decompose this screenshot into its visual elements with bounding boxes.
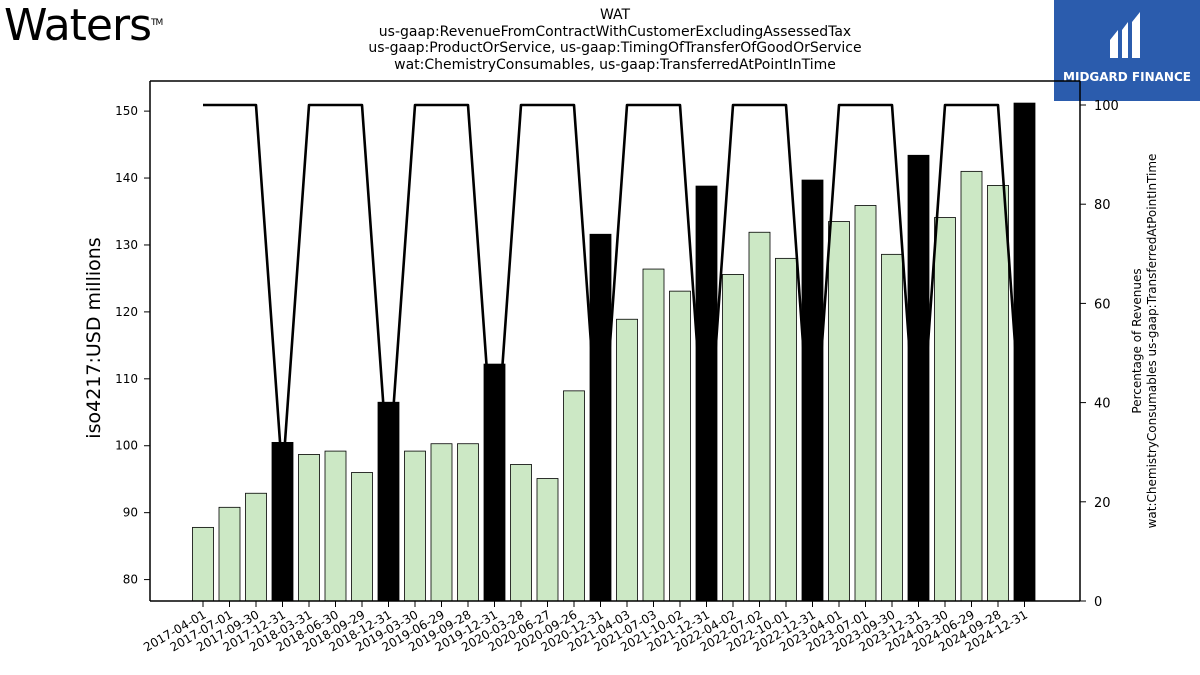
y2-axis-label: wat:ChemistryConsumables us-gaap:Transfe… xyxy=(1145,154,1159,529)
title-line: wat:ChemistryConsumables, us-gaap:Transf… xyxy=(394,56,836,73)
bar xyxy=(881,253,903,602)
bar xyxy=(828,221,850,602)
percentage-line xyxy=(203,103,1026,479)
bar xyxy=(404,450,426,602)
bar xyxy=(669,290,691,602)
y-tick-label: 130 xyxy=(115,238,138,252)
y2-tick-label: 60 xyxy=(1094,297,1111,312)
bar xyxy=(589,233,612,602)
bar xyxy=(775,257,797,602)
y2-tick-label: 100 xyxy=(1094,99,1119,114)
bar xyxy=(510,464,532,602)
y-tick-label: 90 xyxy=(123,506,138,520)
bar xyxy=(457,443,479,602)
bar xyxy=(351,472,373,602)
bar xyxy=(324,450,347,602)
bar xyxy=(616,318,638,602)
y2-tick-label: 80 xyxy=(1094,198,1111,213)
midgard-mark-icon xyxy=(1110,12,1140,58)
y2-tick-label: 40 xyxy=(1094,397,1111,412)
bar xyxy=(430,443,453,602)
waters-logo: WatersTM xyxy=(4,0,163,51)
bar xyxy=(854,205,877,602)
bar xyxy=(377,401,400,602)
bar xyxy=(536,478,559,602)
y-tick-label: 100 xyxy=(115,439,138,453)
y-axis-label: iso4217:USD millions xyxy=(83,237,105,438)
bar xyxy=(695,185,718,602)
bar xyxy=(218,506,241,602)
bar xyxy=(934,217,956,602)
bar xyxy=(987,185,1009,602)
bar xyxy=(563,390,585,602)
y-tick-label: 110 xyxy=(115,372,138,386)
bar xyxy=(192,526,214,602)
sponsor-logo: MIDGARD FINANCE xyxy=(1054,0,1200,101)
sponsor-name: MIDGARD FINANCE xyxy=(1063,70,1191,84)
y2-tick-label: 0 xyxy=(1094,595,1102,610)
y-tick-label: 80 xyxy=(123,573,138,587)
bar xyxy=(245,492,267,602)
title-line: us-gaap:RevenueFromContractWithCustomerE… xyxy=(378,23,852,40)
title-line: us-gaap:ProductOrService, us-gaap:Timing… xyxy=(368,40,862,56)
bar xyxy=(722,274,744,602)
y-tick-label: 140 xyxy=(115,171,138,185)
bar xyxy=(1013,102,1036,602)
bar xyxy=(748,231,771,602)
bar xyxy=(642,268,665,602)
bar xyxy=(960,170,983,602)
y2-tick-label: 20 xyxy=(1094,496,1111,511)
y-tick-label: 150 xyxy=(115,104,138,118)
bar xyxy=(298,454,320,602)
y-tick-label: 120 xyxy=(115,305,138,319)
y2-axis-label: Percentage of Revenues xyxy=(1130,268,1144,413)
bar xyxy=(483,363,506,602)
chart-title: WAT us-gaap:RevenueFromContractWithCusto… xyxy=(300,7,930,73)
title-line: WAT xyxy=(599,7,631,23)
